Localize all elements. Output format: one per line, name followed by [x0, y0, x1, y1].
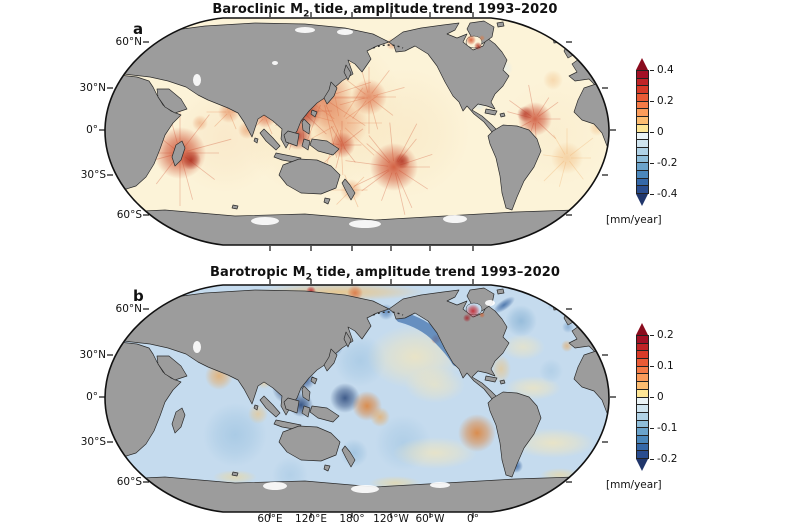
colorbar-segment: [637, 373, 648, 382]
colorbar-segment: [637, 358, 648, 366]
lat-label: 60°N: [115, 36, 142, 48]
colorbar-arrow-down: [636, 194, 648, 206]
panel-b-title: Barotropic M2 tide, amplitude trend 1993…: [209, 265, 561, 283]
colorbar-segment: [637, 350, 648, 359]
colorbar-segment: [637, 139, 648, 147]
colorbar-segment: [637, 100, 648, 109]
world-map-baroclinic: [99, 12, 616, 251]
colorbar-segment: [637, 154, 648, 163]
colorbar-segment: [637, 169, 648, 178]
colorbar-segment: [637, 388, 648, 397]
colorbar-segment: [637, 108, 648, 117]
colorbar-segment: [637, 404, 648, 412]
colorbar-tick-label: 0.1: [657, 360, 674, 372]
colorbar-tick-label: 0: [657, 391, 664, 403]
colorbar-segment: [637, 71, 648, 78]
colorbar-tick-label: 0.4: [657, 64, 674, 76]
panel-a-letter: a: [133, 20, 144, 38]
lat-label: 60°N: [115, 303, 142, 315]
colorbar-tick-label: -0.4: [657, 188, 678, 200]
colorbar-tick: [650, 459, 654, 460]
colorbar-segment: [637, 427, 648, 435]
lat-label: 30°S: [80, 169, 106, 181]
lon-label: 60°E: [257, 513, 283, 525]
colorbar-tick: [650, 70, 654, 71]
colorbar-segment: [637, 434, 648, 443]
colorbar-tick: [650, 335, 654, 336]
lat-label: 0°: [86, 391, 98, 403]
colorbar-tick: [650, 428, 654, 429]
colorbar-tick: [650, 101, 654, 102]
colorbar-segment: [637, 450, 648, 458]
colorbar-tick: [650, 397, 654, 398]
colorbar-arrow-up: [636, 323, 648, 335]
colorbar-segment: [637, 396, 648, 405]
panel-b-letter: b: [133, 287, 144, 305]
colorbar-arrow-up: [636, 58, 648, 70]
colorbar-segment: [637, 131, 648, 140]
colorbar-segment: [637, 419, 648, 428]
colorbar-segment: [637, 336, 648, 343]
colorbar-segment: [637, 123, 648, 132]
colorbar-segment: [637, 162, 648, 170]
colorbar-arrow-down: [636, 459, 648, 471]
colorbar-tick-label: -0.1: [657, 422, 678, 434]
colorbar-segment: [637, 365, 648, 374]
colorbar-unit-label: [mm/year]: [606, 214, 662, 226]
colorbar-tick-label: 0.2: [657, 329, 674, 341]
colorbar-segment: [637, 93, 648, 101]
colorbar-tick: [650, 132, 654, 133]
lon-label: 120°E: [295, 513, 327, 525]
colorbar-tick-label: 0.2: [657, 95, 674, 107]
colorbar-segment: [637, 185, 648, 193]
lat-label: 60°S: [116, 209, 142, 221]
colorbar-segment: [637, 85, 648, 94]
colorbar-tick-label: -0.2: [657, 157, 678, 169]
lat-label: 30°S: [80, 436, 106, 448]
colorbar-tick-label: 0: [657, 126, 664, 138]
lat-label: 60°S: [116, 476, 142, 488]
colorbar-segment: [637, 77, 648, 86]
lat-label: 30°N: [79, 349, 106, 361]
colorbar-gradient: [636, 70, 649, 194]
colorbar-tick: [650, 366, 654, 367]
colorbar-unit-label: [mm/year]: [606, 479, 662, 491]
colorbar-segment: [637, 342, 648, 351]
colorbar-tick-label: -0.2: [657, 453, 678, 465]
colorbar-tick: [650, 163, 654, 164]
lon-label: 60°W: [415, 513, 445, 525]
lat-label: 30°N: [79, 82, 106, 94]
colorbar-segment: [637, 116, 648, 124]
colorbar-segment: [637, 411, 648, 420]
colorbar-gradient: [636, 335, 649, 459]
lon-label: 120°W: [373, 513, 409, 525]
world-map-barotropic: [99, 279, 616, 518]
lon-label: 0°: [467, 513, 479, 525]
colorbar-segment: [637, 442, 648, 451]
lat-label: 0°: [86, 124, 98, 136]
lon-label: 180°: [339, 513, 365, 525]
panel-a-title: Baroclinic M2 tide, amplitude trend 1993…: [212, 2, 558, 20]
colorbar-segment: [637, 177, 648, 186]
colorbar-segment: [637, 146, 648, 155]
colorbar-tick: [650, 194, 654, 195]
colorbar-segment: [637, 381, 648, 389]
